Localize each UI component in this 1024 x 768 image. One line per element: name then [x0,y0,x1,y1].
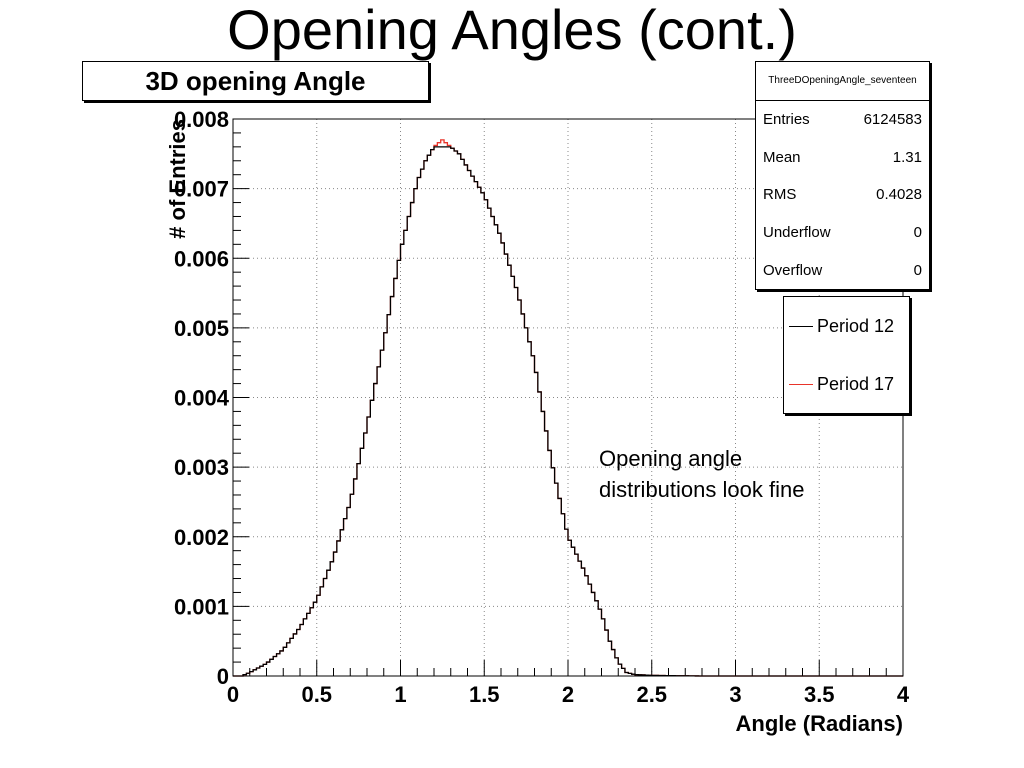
histogram-title: 3D opening Angle [82,61,429,101]
y-tick-label: 0.004 [174,386,230,411]
x-tick-label: 2.5 [636,682,667,707]
stats-row-entries: Entries 6124583 [756,101,929,139]
stats-label: RMS [763,186,797,204]
legend-item-period-12: Period 12 [784,297,909,355]
y-tick-label: 0.002 [174,525,229,550]
stats-value: 0 [913,261,922,279]
legend: Period 12 Period 17 [783,296,910,414]
legend-item-period-17: Period 17 [784,355,909,413]
stats-label: Overflow [763,261,823,279]
stats-value: 6124583 [863,111,922,129]
stats-row-mean: Mean 1.31 [756,139,929,177]
x-tick-label: 1.5 [469,682,500,707]
y-axis-label: # of Entries [165,119,190,239]
slide-title: Opening Angles (cont.) [227,0,797,61]
stats-row-rms: RMS 0.4028 [756,176,929,214]
y-tick-label: 0.007 [174,177,229,202]
grid-lines [233,119,903,676]
stats-row-overflow: Overflow 0 [756,251,929,289]
stats-histogram-name: ThreeDOpeningAngle_seventeen [756,62,929,101]
legend-label: Period 17 [817,373,895,394]
y-tick-label: 0 [217,664,229,689]
legend-line-red [789,383,813,385]
stats-label: Underflow [763,224,831,242]
x-tick-label: 4 [897,682,910,707]
y-tick-label: 0.003 [174,455,229,480]
stats-value: 0.4028 [876,186,922,204]
annotation-line-1: Opening angle [599,446,743,471]
stats-value: 1.31 [892,148,922,166]
annotation-line-2: distributions look fine [599,477,805,502]
x-tick-label: 0.5 [301,682,332,707]
x-tick-label: 0 [227,682,239,707]
legend-line-black [789,325,813,327]
x-tick-label: 3 [729,682,741,707]
stats-label: Mean [763,148,801,166]
stats-value: 0 [913,224,922,242]
y-tick-label: 0.005 [174,316,229,341]
y-tick-label: 0.006 [174,246,229,271]
x-axis-label: Angle (Radians) [736,711,903,736]
tick-labels: 0 0.5 1 1.5 2 2.5 3 3.5 4 0 0.001 0.002 0.003 0.004 0.… [174,107,910,707]
annotation-text: Opening angle distributions look fine [599,443,804,505]
y-tick-label: 0.008 [174,107,229,132]
stats-row-underflow: Underflow 0 [756,214,929,252]
x-tick-label: 1 [394,682,406,707]
stats-label: Entries [763,111,810,129]
x-tick-label: 2 [562,682,574,707]
axis-ticks [232,118,904,677]
stats-box: ThreeDOpeningAngle_seventeen Entries 612… [755,61,930,290]
legend-label: Period 12 [817,315,895,336]
x-tick-label: 3.5 [804,682,835,707]
y-tick-label: 0.001 [174,594,229,619]
